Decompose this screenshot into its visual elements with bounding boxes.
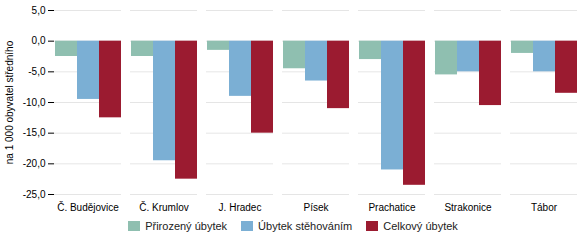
svg-text:-5,0: -5,0 — [28, 66, 46, 77]
svg-text:na 1 000 obyvatel středního: na 1 000 obyvatel středního — [4, 40, 15, 164]
svg-text:Prachatice: Prachatice — [368, 202, 416, 213]
svg-text:Písek: Písek — [303, 202, 329, 213]
svg-text:0,0: 0,0 — [32, 35, 46, 46]
svg-text:-20,0: -20,0 — [23, 158, 46, 169]
svg-text:-10,0: -10,0 — [23, 97, 46, 108]
html-text:Přirozený úbytek: Přirozený úbytek — [145, 220, 228, 232]
svg-text:Č. Budějovice: Č. Budějovice — [57, 201, 119, 213]
svg-text:Č. Krumlov: Č. Krumlov — [139, 201, 188, 213]
svg-text:Strakonice: Strakonice — [444, 202, 492, 213]
html-text:Celkový úbytek: Celkový úbytek — [383, 220, 458, 232]
svg-text:5,0: 5,0 — [32, 5, 46, 16]
svg-text:Tábor: Tábor — [531, 202, 558, 213]
svg-text:-15,0: -15,0 — [23, 127, 46, 138]
svg-text:J. Hradec: J. Hradec — [219, 202, 262, 213]
svg-text:-25,0: -25,0 — [23, 189, 46, 200]
html-text:Úbytek stěhováním: Úbytek stěhováním — [258, 220, 353, 232]
